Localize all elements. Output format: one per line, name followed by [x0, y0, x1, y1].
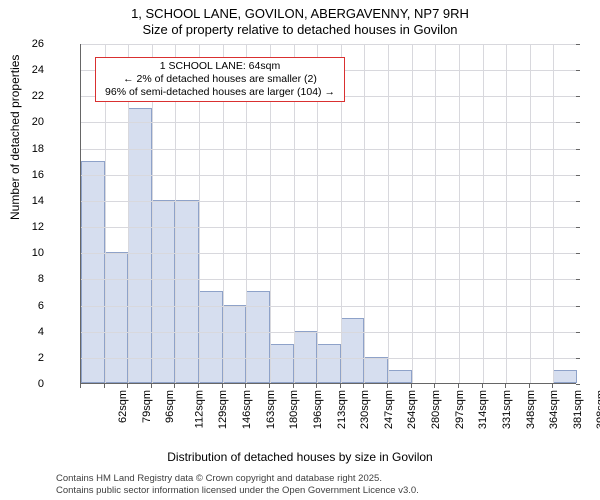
histogram-bar: [81, 161, 105, 383]
gridline-v: [435, 44, 436, 383]
x-tick-label: 213sqm: [336, 390, 348, 429]
x-tick-label: 163sqm: [265, 390, 277, 429]
gridline-v: [459, 44, 460, 383]
x-tick-label: 96sqm: [164, 390, 176, 423]
x-tick-label: 297sqm: [454, 390, 466, 429]
gridline-h: [81, 122, 576, 123]
gridline-h: [81, 279, 576, 280]
y-axis-ticks: 02468101214161820222426: [50, 44, 74, 384]
x-tick-label: 196sqm: [312, 390, 324, 429]
x-tick-label: 398sqm: [596, 390, 600, 429]
x-axis-label: Distribution of detached houses by size …: [0, 450, 600, 464]
y-tick-label: 4: [20, 326, 44, 338]
y-tick-label: 10: [20, 247, 44, 259]
title-subtitle: Size of property relative to detached ho…: [0, 22, 600, 38]
y-tick-label: 26: [20, 38, 44, 50]
histogram-bar: [341, 318, 365, 383]
x-tick-label: 180sqm: [288, 390, 300, 429]
histogram-bar: [388, 370, 412, 383]
histogram-bar: [270, 344, 294, 383]
y-tick-label: 2: [20, 352, 44, 364]
annotation-line1: 1 SCHOOL LANE: 64sqm: [102, 60, 338, 73]
annotation-line2: ← 2% of detached houses are smaller (2): [102, 73, 338, 86]
histogram-bar: [317, 344, 341, 383]
annotation-callout: 1 SCHOOL LANE: 64sqm ← 2% of detached ho…: [95, 57, 345, 102]
x-tick-label: 146sqm: [241, 390, 253, 429]
gridline-h: [81, 149, 576, 150]
gridline-v: [506, 44, 507, 383]
x-tick-label: 247sqm: [383, 390, 395, 429]
x-tick-label: 381sqm: [572, 390, 584, 429]
gridline-h: [81, 44, 576, 45]
y-tick-label: 24: [20, 64, 44, 76]
footer-line2: Contains public sector information licen…: [56, 485, 419, 496]
histogram-bar: [223, 305, 247, 383]
x-tick-label: 230sqm: [359, 390, 371, 429]
y-tick-label: 14: [20, 195, 44, 207]
histogram-bar: [553, 370, 577, 383]
x-axis-ticks: 62sqm 79sqm 96sqm 112sqm 129sqm 146sqm 163sqm 1…: [80, 384, 576, 444]
x-tick-label: 348sqm: [525, 390, 537, 429]
gridline-h: [81, 358, 576, 359]
gridline-h: [81, 253, 576, 254]
x-tick-label: 364sqm: [548, 390, 560, 429]
title-address: 1, SCHOOL LANE, GOVILON, ABERGAVENNY, NP…: [0, 6, 600, 22]
gridline-h: [81, 227, 576, 228]
gridline-v: [412, 44, 413, 383]
x-tick-label: 264sqm: [407, 390, 419, 429]
footer-line1: Contains HM Land Registry data © Crown c…: [56, 473, 419, 484]
chart-title-block: 1, SCHOOL LANE, GOVILON, ABERGAVENNY, NP…: [0, 0, 600, 39]
y-axis-label: Number of detached properties: [8, 55, 22, 220]
gridline-h: [81, 201, 576, 202]
x-tick-label: 331sqm: [501, 390, 513, 429]
histogram-bar: [294, 331, 318, 383]
x-tick-label: 314sqm: [477, 390, 489, 429]
y-tick-label: 18: [20, 143, 44, 155]
x-tick-label: 280sqm: [430, 390, 442, 429]
histogram-bar: [364, 357, 388, 383]
y-tick-label: 12: [20, 221, 44, 233]
y-tick-label: 16: [20, 169, 44, 181]
y-tick-label: 0: [20, 378, 44, 390]
gridline-v: [530, 44, 531, 383]
gridline-v: [364, 44, 365, 383]
gridline-v: [483, 44, 484, 383]
annotation-line3: 96% of semi-detached houses are larger (…: [102, 86, 338, 99]
x-tick-label: 62sqm: [117, 390, 129, 423]
y-tick-label: 20: [20, 116, 44, 128]
footer-attribution: Contains HM Land Registry data © Crown c…: [56, 473, 419, 496]
gridline-h: [81, 306, 576, 307]
y-tick-label: 22: [20, 90, 44, 102]
y-tick-label: 8: [20, 273, 44, 285]
gridline-v: [388, 44, 389, 383]
gridline-h: [81, 332, 576, 333]
histogram-bar: [105, 252, 129, 383]
x-tick-label: 129sqm: [218, 390, 230, 429]
gridline-v: [553, 44, 554, 383]
x-tick-label: 79sqm: [141, 390, 153, 423]
x-tick-label: 112sqm: [193, 390, 205, 428]
y-tick-label: 6: [20, 300, 44, 312]
gridline-h: [81, 175, 576, 176]
